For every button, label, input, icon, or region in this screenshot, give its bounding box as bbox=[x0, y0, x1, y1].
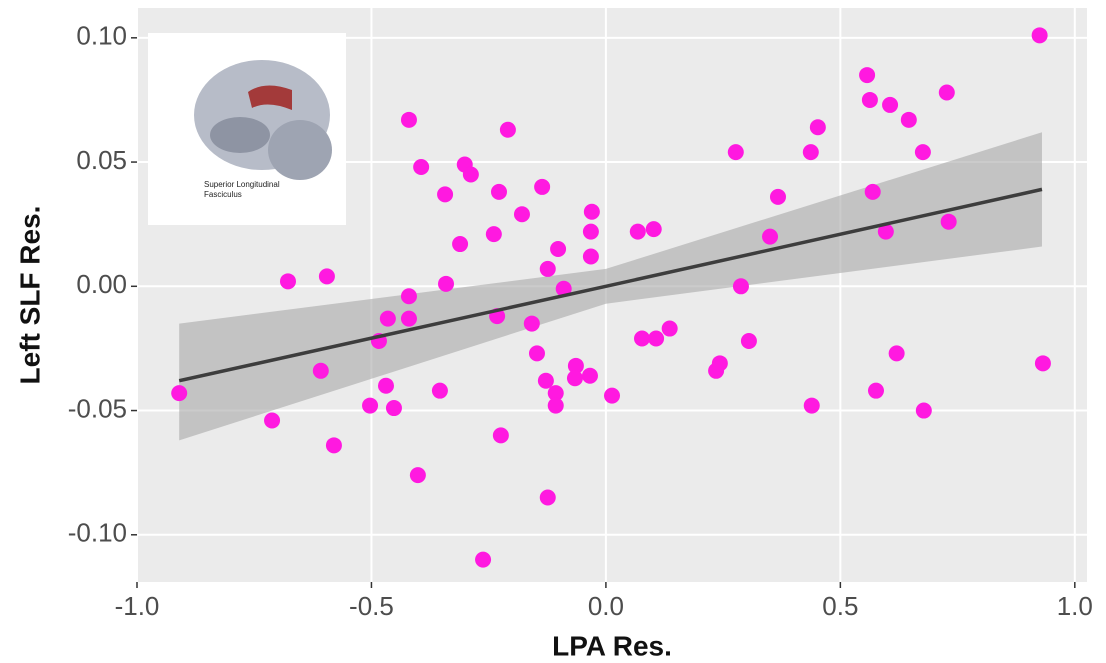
point bbox=[888, 345, 905, 362]
point bbox=[499, 121, 516, 138]
x-tick-label: -1.0 bbox=[115, 591, 160, 621]
point bbox=[864, 183, 881, 200]
point bbox=[264, 412, 281, 429]
point bbox=[859, 67, 876, 84]
slf-tract bbox=[248, 85, 292, 110]
point bbox=[661, 320, 678, 337]
point bbox=[762, 228, 779, 245]
x-axis-title: LPA Res. bbox=[552, 630, 672, 661]
point bbox=[803, 397, 820, 414]
point bbox=[534, 178, 551, 195]
point bbox=[915, 402, 932, 419]
point bbox=[1031, 27, 1048, 44]
point bbox=[400, 288, 417, 305]
point bbox=[413, 159, 430, 176]
point bbox=[400, 310, 417, 327]
brain-inner bbox=[210, 117, 270, 153]
point bbox=[547, 397, 564, 414]
inset-label: Fasciculus bbox=[204, 190, 242, 199]
point bbox=[379, 310, 396, 327]
point bbox=[809, 119, 826, 136]
brain-cerebellum bbox=[268, 120, 332, 180]
point bbox=[492, 427, 509, 444]
point bbox=[629, 223, 646, 240]
point bbox=[583, 203, 600, 220]
y-tick-label: -0.05 bbox=[68, 393, 127, 423]
point bbox=[732, 278, 749, 295]
point bbox=[513, 206, 530, 223]
point bbox=[437, 186, 454, 203]
point bbox=[604, 387, 620, 404]
point bbox=[475, 551, 492, 568]
point bbox=[462, 166, 479, 183]
point bbox=[802, 144, 819, 161]
point bbox=[914, 144, 931, 161]
point bbox=[312, 362, 329, 379]
point bbox=[727, 144, 744, 161]
y-tick-label: 0.00 bbox=[76, 269, 127, 299]
point bbox=[325, 437, 342, 454]
inset: Superior Longitudinal Fasciculus bbox=[148, 33, 346, 225]
point bbox=[318, 268, 335, 285]
x-tick-label: -0.5 bbox=[349, 591, 394, 621]
point bbox=[567, 357, 584, 374]
y-tick-label: -0.10 bbox=[68, 518, 127, 548]
point bbox=[582, 248, 599, 265]
point bbox=[362, 397, 379, 414]
point bbox=[550, 241, 567, 258]
point bbox=[523, 315, 540, 332]
point bbox=[648, 330, 665, 347]
point bbox=[582, 223, 599, 240]
point bbox=[485, 226, 502, 243]
y-tick-label: 0.10 bbox=[76, 21, 127, 51]
point bbox=[581, 367, 598, 384]
point bbox=[634, 330, 651, 347]
point bbox=[431, 382, 448, 399]
point bbox=[1034, 355, 1051, 372]
y-axis-title: Left SLF Res. bbox=[14, 206, 45, 385]
point bbox=[711, 355, 728, 372]
inset-label: Superior Longitudinal bbox=[204, 180, 280, 189]
point bbox=[769, 188, 786, 205]
point bbox=[539, 260, 556, 277]
x-tick-label: 0.5 bbox=[822, 591, 858, 621]
point bbox=[400, 111, 417, 128]
point bbox=[490, 183, 507, 200]
y-tick-label: 0.05 bbox=[76, 145, 127, 175]
point bbox=[555, 280, 572, 297]
point bbox=[409, 467, 426, 484]
point bbox=[877, 223, 894, 240]
point bbox=[740, 332, 757, 349]
point bbox=[900, 111, 917, 128]
point bbox=[438, 275, 455, 292]
point bbox=[867, 382, 884, 399]
point bbox=[539, 489, 556, 506]
point bbox=[537, 372, 554, 389]
point bbox=[452, 236, 469, 253]
point bbox=[940, 213, 957, 230]
point bbox=[861, 91, 878, 108]
point bbox=[528, 345, 545, 362]
point bbox=[547, 385, 564, 402]
point bbox=[279, 273, 296, 290]
fit-line bbox=[178, 187, 1043, 383]
point bbox=[377, 377, 394, 394]
point bbox=[938, 84, 955, 101]
point bbox=[645, 221, 662, 238]
x-tick-label: 0.0 bbox=[588, 591, 624, 621]
point bbox=[566, 370, 583, 387]
x-tick-label: 1.0 bbox=[1057, 591, 1093, 621]
point bbox=[385, 400, 402, 417]
point bbox=[882, 96, 899, 113]
point bbox=[171, 385, 188, 402]
